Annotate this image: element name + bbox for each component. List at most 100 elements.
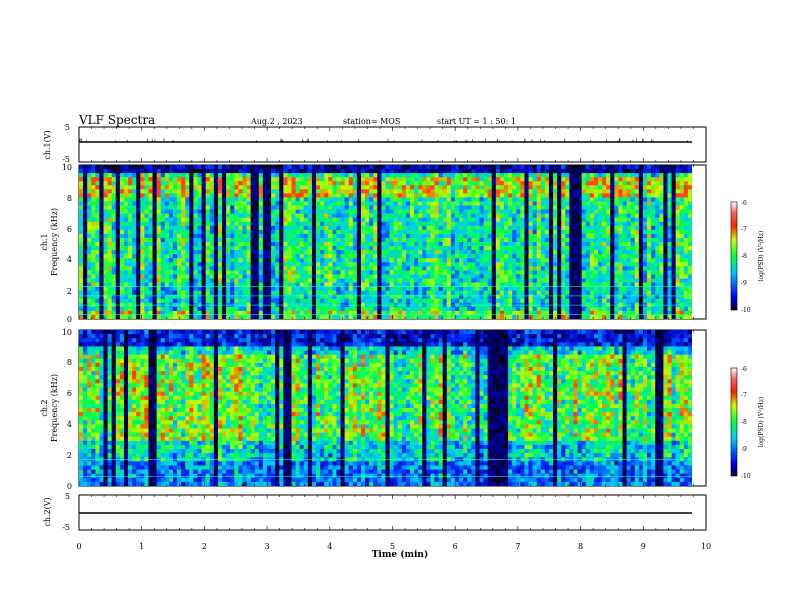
spec-cell [593, 217, 599, 223]
spec-cell [557, 306, 562, 312]
spec-cell [504, 169, 509, 174]
spec-cell [311, 278, 317, 283]
spec-cell [320, 270, 325, 275]
spec-cell [79, 306, 84, 312]
spec-cell [557, 262, 562, 267]
spec-cell [303, 205, 309, 210]
spec-cell [316, 306, 321, 312]
spec-cell [115, 298, 121, 304]
spec-cell [238, 221, 243, 227]
spec-cell [581, 225, 587, 231]
spec-cell [140, 185, 145, 190]
spec-cell [193, 165, 198, 170]
spec-cell [132, 266, 137, 271]
spec-cell [140, 209, 145, 215]
spec-cell [438, 266, 444, 271]
spec-cell [177, 314, 182, 319]
spec-cell [136, 306, 141, 312]
spec-cell [266, 314, 272, 319]
spec-cell [418, 221, 423, 227]
spec-cell [553, 177, 558, 182]
spec-cell [299, 306, 305, 312]
spec-cell [185, 185, 190, 190]
spec-cell [177, 201, 182, 206]
spec-cell [107, 189, 113, 194]
spec-cell [471, 314, 476, 319]
spec-cell [160, 189, 166, 194]
spec-cell [524, 185, 529, 190]
spec-cell [540, 181, 546, 186]
ch1-wave-ylabel: ch.1(V) [43, 130, 52, 159]
spec-cell [168, 314, 174, 319]
spec-cell [520, 242, 525, 247]
spec-cell [320, 286, 325, 292]
spec-cell [79, 181, 84, 186]
spec-cell [508, 306, 513, 312]
spec-cell [197, 242, 202, 247]
spec-cell [512, 258, 517, 263]
spec-cell [230, 306, 235, 312]
spec-cell [222, 197, 227, 202]
spec-cell [115, 286, 121, 292]
spec-cell [405, 177, 411, 182]
spec-cell [467, 286, 472, 292]
spec-cell [185, 197, 190, 202]
spec-cell [593, 185, 599, 190]
spec-cell [385, 314, 390, 319]
spec-cell [377, 165, 382, 170]
spec-cell [479, 310, 484, 316]
spec-cell [536, 193, 542, 198]
spec-cell [238, 266, 243, 271]
spec-cell [316, 221, 321, 227]
spec-cell [332, 237, 337, 243]
spec-cell [111, 282, 117, 287]
spec-cell [495, 177, 501, 182]
spec-cell [606, 262, 611, 267]
spec-cell [410, 310, 415, 316]
spec-cell [360, 237, 366, 243]
spec-cell [373, 197, 378, 202]
spec-cell [291, 201, 296, 206]
spec-cell [201, 242, 207, 247]
spec-cell [205, 193, 211, 198]
spec-cell [365, 246, 370, 251]
spec-cell [581, 278, 587, 283]
spec-cell [226, 262, 231, 267]
spec-cell [352, 197, 358, 202]
spec-cell [123, 169, 129, 174]
spec-cell [119, 254, 125, 259]
spec-cell [119, 225, 125, 231]
spec-cell [311, 221, 317, 227]
spec-cell [128, 278, 133, 283]
spec-cell [172, 242, 178, 247]
spec-cell [544, 298, 550, 304]
spec-cell [295, 242, 301, 247]
spec-cell [422, 221, 427, 227]
spec-cell [393, 185, 399, 190]
spec-cell [454, 205, 460, 210]
spec-cell [405, 217, 411, 223]
spec-cell [226, 213, 231, 219]
spec-cell [128, 250, 133, 255]
spec-cell [577, 205, 583, 210]
spec-cell [115, 189, 121, 194]
spec-cell [217, 173, 223, 178]
spec-cell [303, 221, 309, 227]
spec-cell [328, 310, 333, 316]
spec-cell [123, 197, 129, 202]
spec-cell [463, 233, 468, 239]
spec-cell [491, 213, 497, 219]
spec-cell [426, 290, 431, 296]
spec-cell [328, 242, 333, 247]
spec-cell [487, 205, 493, 210]
spec-cell [483, 314, 489, 319]
spec-cell [524, 286, 529, 292]
spec-cell [426, 229, 431, 235]
spec-cell [585, 201, 591, 206]
spec-cell [144, 233, 149, 239]
spec-cell [205, 189, 211, 194]
spec-cell [397, 197, 403, 202]
spec-cell [348, 250, 354, 255]
spec-cell [83, 242, 88, 247]
spec-cell [222, 314, 227, 319]
